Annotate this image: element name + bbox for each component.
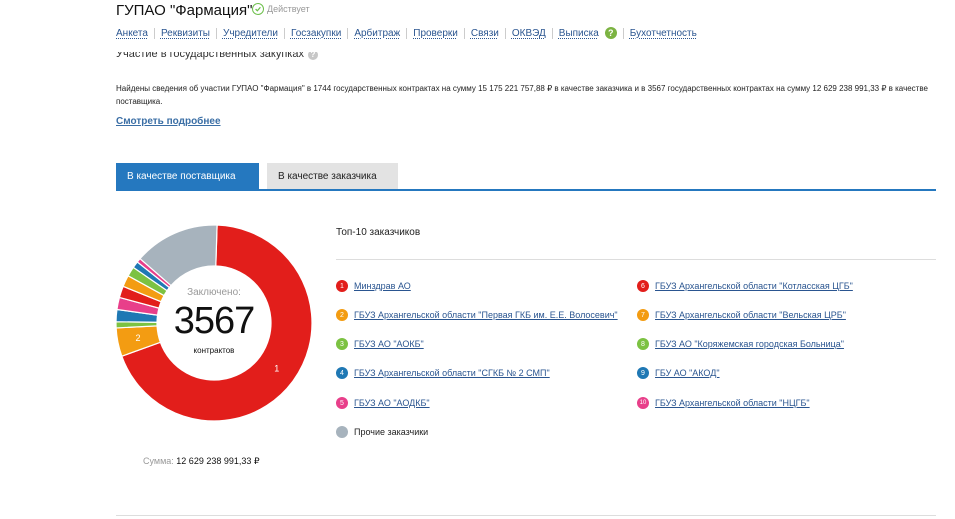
section-title: Участие в государственных закупках ? — [116, 52, 318, 62]
tab-as-supplier[interactable]: В качестве поставщика — [116, 163, 259, 190]
nav-divider — [153, 27, 155, 39]
donut-center: Заключено: 3567 контрактов — [115, 224, 313, 422]
legend-marker-1: 1 — [336, 280, 348, 292]
legend-item-2: 2 ГБУЗ Архангельской области "Первая ГКБ… — [336, 309, 618, 321]
donut-slice-label-2: 2 — [136, 333, 141, 343]
nav-divider — [347, 27, 349, 39]
legend-item-8: 8 ГБУЗ АО "Коряжемская городская Больниц… — [637, 338, 844, 350]
nav-divider — [463, 27, 465, 39]
legend-link-7[interactable]: ГБУЗ Архангельской области "Вельская ЦРБ… — [655, 310, 846, 320]
nav-item-proverki[interactable]: Проверки — [413, 27, 458, 39]
info-icon[interactable]: ? — [307, 52, 318, 60]
company-nav: Анкета Реквизиты Учредители Госзакупки А… — [116, 27, 697, 39]
nav-divider — [504, 27, 506, 39]
legend-link-8[interactable]: ГБУЗ АО "Коряжемская городская Больница" — [655, 339, 844, 349]
see-more-link[interactable]: Смотреть подробнее — [116, 116, 221, 127]
nav-item-rekvizity[interactable]: Реквизиты — [160, 27, 210, 39]
nav-divider — [551, 27, 553, 39]
nav-divider — [215, 27, 217, 39]
nav-divider — [283, 27, 285, 39]
nav-item-okved[interactable]: ОКВЭД — [511, 27, 546, 39]
legend-label-other: Прочие заказчики — [354, 427, 429, 437]
legend-item-7: 7 ГБУЗ Архангельской области "Вельская Ц… — [637, 309, 846, 321]
legend-marker-6: 6 — [637, 280, 649, 292]
nav-item-anketa[interactable]: Анкета — [116, 27, 148, 39]
contracts-unit: контрактов — [193, 346, 235, 355]
sum-value: 12 629 238 991,33 ₽ — [176, 456, 260, 466]
nav-item-goszakupki[interactable]: Госзакупки — [290, 27, 342, 39]
legend-link-2[interactable]: ГБУЗ Архангельской области "Первая ГКБ и… — [354, 310, 618, 320]
nav-item-buhotchetnost[interactable]: Бухотчетность — [629, 27, 697, 39]
legend-link-10[interactable]: ГБУЗ Архангельской области "НЦГБ" — [655, 398, 810, 408]
nav-divider — [406, 27, 408, 39]
company-status: Действует — [252, 3, 310, 15]
legend-marker-7: 7 — [637, 309, 649, 321]
tab-as-customer[interactable]: В качестве заказчика — [267, 163, 398, 190]
nav-item-arbitrazh[interactable]: Арбитраж — [354, 27, 401, 39]
contracts-count: 3567 — [173, 300, 256, 342]
legend-marker-5: 5 — [336, 397, 348, 409]
legend-marker-8: 8 — [637, 338, 649, 350]
legend-item-9: 9 ГБУ АО "АКОД" — [637, 367, 720, 379]
check-circle-icon — [252, 3, 264, 15]
legend-marker-4: 4 — [336, 367, 348, 379]
legend-marker-9: 9 — [637, 367, 649, 379]
company-title: ГУПАО "Фармация" — [116, 2, 253, 19]
role-tabs: В качестве поставщика В качестве заказчи… — [116, 163, 398, 190]
legend-link-9[interactable]: ГБУ АО "АКОД" — [655, 368, 720, 378]
bottom-divider — [116, 515, 936, 516]
nav-divider — [622, 27, 624, 39]
legend-link-3[interactable]: ГБУЗ АО "АОКБ" — [354, 339, 424, 349]
procurement-summary: Найдены сведения об участии ГУПАО "Фарма… — [116, 84, 928, 106]
status-text: Действует — [267, 4, 310, 14]
legend-divider — [336, 259, 936, 260]
tabs-underline — [116, 189, 936, 191]
legend-link-6[interactable]: ГБУЗ Архангельской области "Котласская Ц… — [655, 281, 853, 291]
legend-title: Топ-10 заказчиков — [336, 227, 421, 238]
legend-item-1: 1 Минздрав АО — [336, 280, 411, 292]
section-title-text: Участие в государственных закупках — [116, 52, 304, 60]
legend-link-4[interactable]: ГБУЗ Архангельской области "СГКБ № 2 СМП… — [354, 368, 550, 378]
legend-item-10: 10 ГБУЗ Архангельской области "НЦГБ" — [637, 397, 810, 409]
legend-link-5[interactable]: ГБУЗ АО "АОДКБ" — [354, 398, 430, 408]
donut-slice-other[interactable] — [139, 224, 218, 287]
concluded-label: Заключено: — [187, 287, 241, 298]
legend-item-6: 6 ГБУЗ Архангельской области "Котласская… — [637, 280, 853, 292]
legend-marker-2: 2 — [336, 309, 348, 321]
legend-item-3: 3 ГБУЗ АО "АОКБ" — [336, 338, 424, 350]
nav-item-uchrediteli[interactable]: Учредители — [222, 27, 278, 39]
legend-link-1[interactable]: Минздрав АО — [354, 281, 411, 291]
help-icon[interactable]: ? — [604, 27, 617, 39]
donut-slice-label-1: 1 — [274, 364, 279, 374]
nav-item-vypiska[interactable]: Выписка — [558, 27, 599, 39]
donut-slice-1[interactable] — [121, 224, 313, 422]
donut-svg: 12 — [115, 224, 313, 422]
legend-marker-10: 10 — [637, 397, 649, 409]
legend-item-4: 4 ГБУЗ Архангельской области "СГКБ № 2 С… — [336, 367, 550, 379]
total-sum: Сумма: 12 629 238 991,33 ₽ — [143, 456, 260, 467]
legend-item-other: Прочие заказчики — [336, 426, 428, 438]
legend-marker-3: 3 — [336, 338, 348, 350]
legend-marker-other — [336, 426, 348, 438]
legend-item-5: 5 ГБУЗ АО "АОДКБ" — [336, 397, 430, 409]
sum-label: Сумма: — [143, 456, 174, 466]
nav-item-svyazi[interactable]: Связи — [470, 27, 499, 39]
